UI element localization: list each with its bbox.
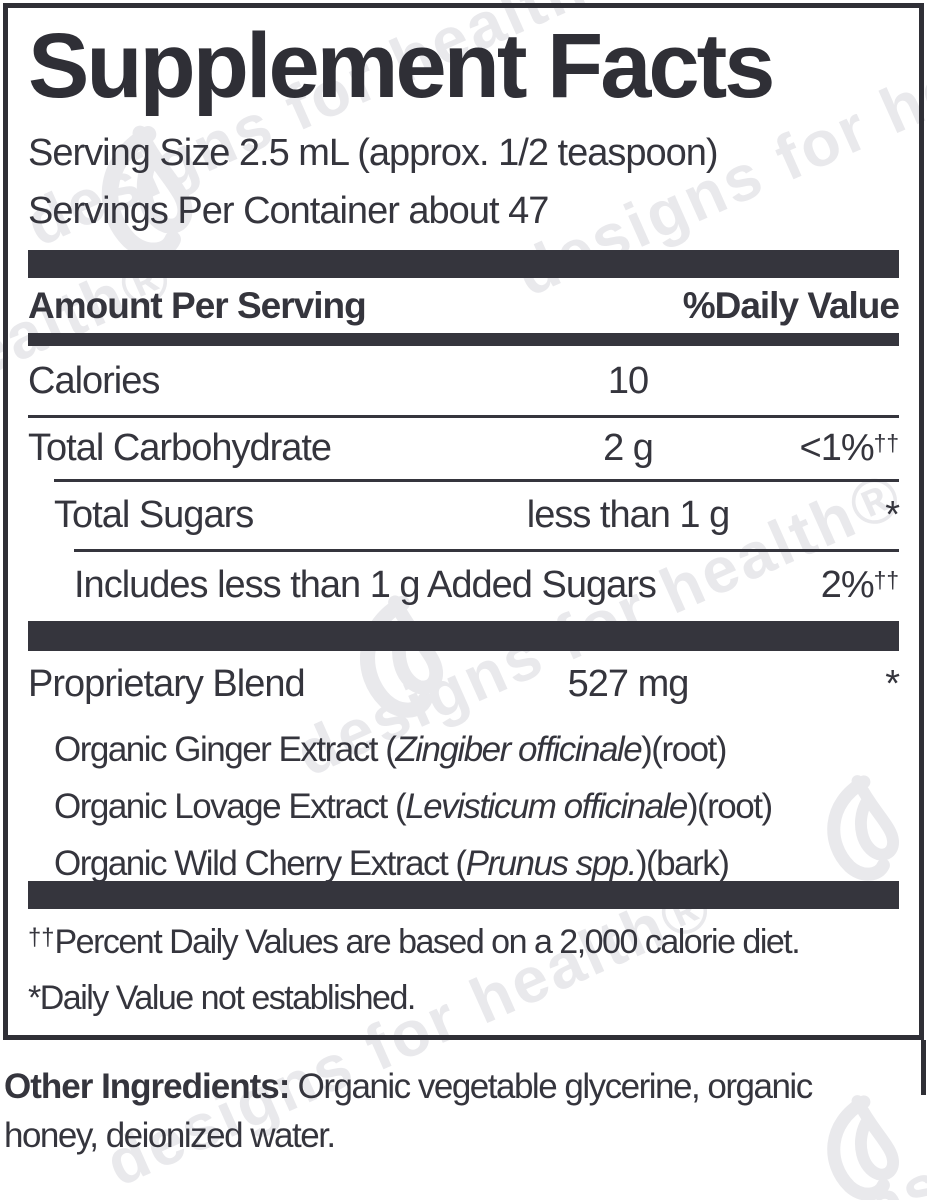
- nutrient-daily-value: 2%††: [821, 564, 899, 607]
- row-separator: [54, 479, 899, 482]
- blend-ingredient-ginger: Organic Ginger Extract (Zingiber officin…: [28, 732, 899, 767]
- panel-title: Supplement Facts: [28, 15, 775, 117]
- table-row-calories: Calories 10: [28, 346, 899, 415]
- dagger-sup: ††: [873, 567, 899, 593]
- footnote-daily-values: ††Percent Daily Values are based on a 2,…: [28, 925, 899, 959]
- asterisk: *: [28, 979, 41, 1017]
- nutrient-daily-value: *: [885, 494, 900, 536]
- blend-ingredient-wild-cherry: Organic Wild Cherry Extract (Prunus spp.…: [28, 846, 899, 881]
- nutrient-daily-value: <1%††: [800, 427, 899, 470]
- ingredient-latin-name: Levisticum officinale: [405, 787, 688, 826]
- blend-amount: 527 mg: [567, 663, 690, 705]
- ingredient-text: )(root): [686, 787, 773, 826]
- ingredient-text: Organic Wild Cherry Extract (: [54, 844, 467, 883]
- divider-bar-thick: [28, 621, 899, 651]
- dagger-sup: ††: [873, 430, 899, 456]
- nutrient-name: Total Carbohydrate: [28, 427, 332, 469]
- table-row-total-carbohydrate: Total Carbohydrate 2 g <1%††: [28, 418, 899, 479]
- nutrient-amount: 2 g: [603, 427, 654, 469]
- servings-per-container: Servings Per Container about 47: [28, 190, 549, 232]
- footnote-dv-not-established: *Daily Value not established.: [28, 981, 899, 1015]
- dfh-logo-watermark-icon: [64, 108, 217, 283]
- divider-bar-thin: [28, 333, 899, 346]
- table-header-row: Amount Per Serving %Daily Value: [28, 278, 900, 333]
- other-ingredients-label: Other Ingredients:: [4, 1067, 290, 1106]
- blend-ingredient-lovage: Organic Lovage Extract (Levisticum offic…: [28, 789, 899, 824]
- table-row-added-sugars: Includes less than 1 g Added Sugars 2%††: [28, 552, 899, 621]
- dv-value: 2%: [820, 564, 875, 606]
- ingredient-text: Organic Ginger Extract (: [54, 730, 397, 769]
- nutrient-name: Calories: [28, 360, 160, 402]
- dv-value: <1%: [799, 427, 875, 469]
- dagger-sup: ††: [28, 924, 55, 951]
- table-row-total-sugars: Total Sugars less than 1 g *: [28, 482, 900, 549]
- daily-value-header: %Daily Value: [682, 285, 900, 326]
- blend-name: Proprietary Blend: [28, 663, 306, 705]
- supplement-facts-panel: Supplement Facts Serving Size 2.5 mL (ap…: [3, 3, 924, 1040]
- label-edge-line: [921, 1040, 926, 1095]
- nutrient-name: Includes less than 1 g Added Sugars: [74, 564, 657, 606]
- amount-per-serving-header: Amount Per Serving: [28, 285, 367, 326]
- row-separator: [28, 415, 899, 418]
- blend-daily-value: *: [885, 663, 900, 705]
- other-ingredients-line1: Organic vegetable glycerine, organic: [289, 1067, 814, 1106]
- table-row-proprietary-blend: Proprietary Blend 527 mg *: [28, 651, 900, 710]
- ingredient-latin-name: Prunus spp.: [465, 844, 638, 883]
- ingredient-text: Organic Lovage Extract (: [54, 787, 407, 826]
- dfh-logo-watermark-icon: [797, 760, 918, 899]
- dfh-logo-watermark-icon: [797, 1080, 918, 1200]
- divider-bar-thick: [28, 250, 899, 278]
- row-separator: [74, 549, 899, 552]
- nutrient-name: Total Sugars: [54, 494, 254, 536]
- footnote-text: Percent Daily Values are based on a 2,00…: [54, 923, 800, 961]
- nutrient-amount: 10: [607, 360, 649, 402]
- other-ingredients-line2: honey, deionized water.: [4, 1116, 336, 1155]
- other-ingredients: Other Ingredients: Organic vegetable gly…: [4, 1062, 904, 1160]
- serving-size: Serving Size 2.5 mL (approx. 1/2 teaspoo…: [28, 132, 719, 174]
- ingredient-text: )(bark): [635, 844, 730, 883]
- ingredient-latin-name: Zingiber officinale: [395, 730, 642, 769]
- footnote-text: Daily Value not established.: [39, 979, 417, 1017]
- ingredient-text: )(root): [641, 730, 727, 769]
- divider-bar-thick: [28, 881, 899, 909]
- nutrient-amount: less than 1 g: [526, 494, 730, 536]
